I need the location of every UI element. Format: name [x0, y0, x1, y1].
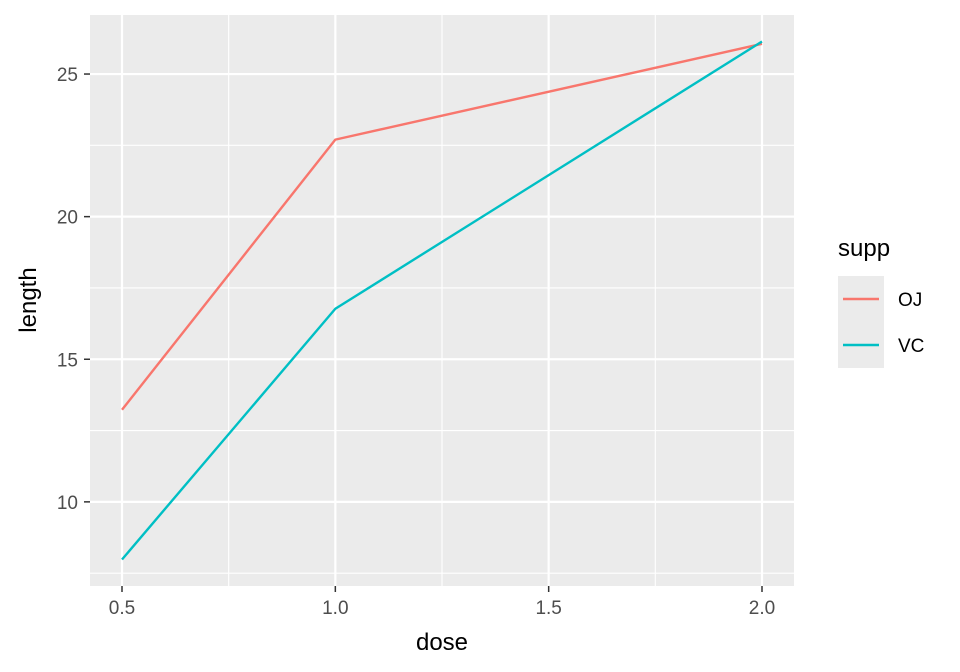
- major-gridlines: [90, 15, 794, 586]
- y-axis-ticks: 10 15 20 25: [57, 65, 90, 514]
- y-axis-title: length: [15, 267, 42, 332]
- x-axis-ticks: 0.5 1.0 1.5 2.0: [109, 586, 775, 619]
- series-lines: [121, 40, 763, 561]
- y-tick-label: 25: [57, 65, 78, 86]
- minor-gridlines: [90, 15, 794, 586]
- x-tick-label: 1.5: [535, 598, 561, 619]
- x-tick-label: 2.0: [749, 598, 775, 619]
- legend-label-oj: OJ: [898, 290, 922, 311]
- x-tick-label: 0.5: [109, 598, 135, 619]
- legend-label-vc: VC: [898, 336, 924, 357]
- y-tick-label: 20: [57, 208, 78, 229]
- y-tick-label: 15: [57, 350, 78, 371]
- legend: supp OJ VC: [838, 235, 924, 368]
- legend-title: supp: [838, 235, 890, 262]
- legend-key-background: [838, 276, 884, 368]
- x-axis-title: dose: [416, 629, 468, 656]
- x-tick-label: 1.0: [322, 598, 348, 619]
- y-tick-label: 10: [57, 493, 78, 514]
